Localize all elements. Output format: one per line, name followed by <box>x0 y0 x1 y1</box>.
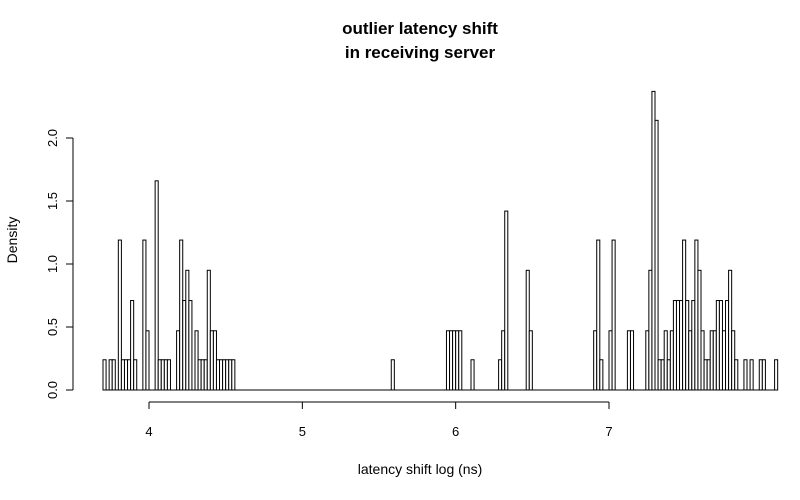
histogram-bar <box>166 359 171 391</box>
histogram-bar <box>528 330 533 391</box>
histogram-bar <box>749 359 754 391</box>
histogram-bar <box>470 359 475 391</box>
y-axis-label: Density <box>4 217 20 264</box>
histogram-bar <box>390 359 395 391</box>
histogram-bar <box>504 210 509 391</box>
histogram-bar <box>154 180 159 391</box>
x-tick-label: 4 <box>145 424 152 439</box>
histogram-bar <box>743 359 748 391</box>
histogram-bar <box>102 359 107 391</box>
y-tick-label: 0.0 <box>45 381 60 399</box>
x-axis: 4 5 6 7 <box>145 401 613 439</box>
histogram-bar <box>734 359 739 391</box>
x-tick-label: 6 <box>452 424 459 439</box>
histogram-bar <box>611 239 616 391</box>
histogram-bar <box>145 330 150 391</box>
histogram-bar <box>133 359 138 391</box>
x-tick-label: 7 <box>605 424 612 439</box>
y-tick-label: 2.0 <box>45 129 60 147</box>
histogram-bar <box>774 359 779 391</box>
histogram-bar <box>231 359 236 391</box>
x-tick-label: 5 <box>299 424 306 439</box>
x-axis-label: latency shift log (ns) <box>358 461 483 477</box>
y-tick-label: 0.5 <box>45 318 60 336</box>
histogram-bar <box>629 330 635 391</box>
chart-title-line-1: outlier latency shift <box>342 19 498 38</box>
histogram-bar <box>654 119 659 391</box>
histogram-bar <box>111 359 116 391</box>
histogram-bar <box>458 330 463 391</box>
histogram-bar <box>761 359 766 391</box>
histogram-bar <box>188 300 193 391</box>
y-axis: 0.0 0.5 1.0 1.5 2.0 <box>45 129 74 399</box>
y-tick-label: 1.0 <box>45 255 60 273</box>
y-tick-label: 1.5 <box>45 192 60 210</box>
chart-title-line-2: in receiving server <box>345 43 496 62</box>
histogram-bar <box>599 359 604 391</box>
histogram-bars <box>102 90 779 391</box>
